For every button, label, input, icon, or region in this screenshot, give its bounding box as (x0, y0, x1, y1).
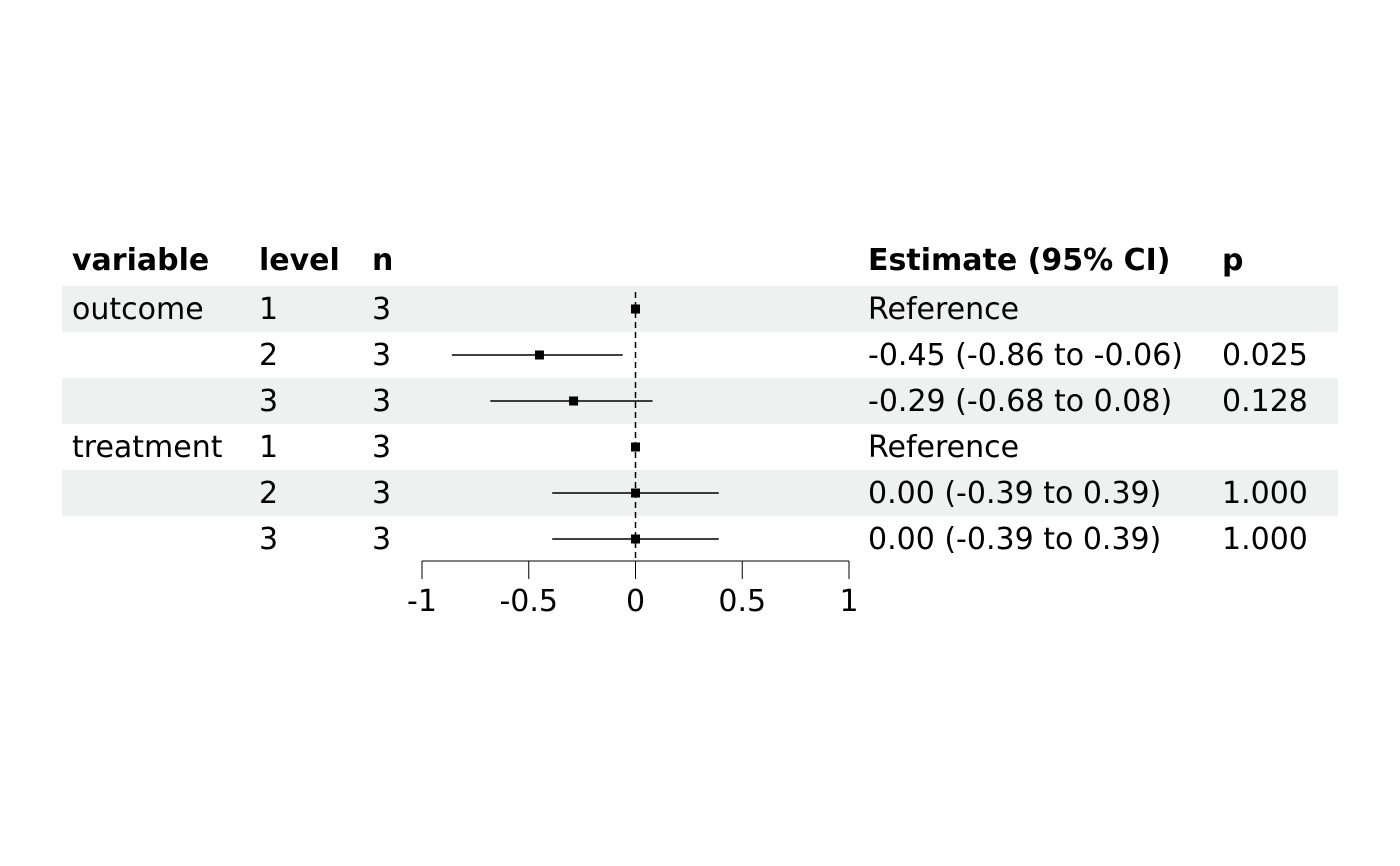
cell-level: 2 (259, 476, 279, 511)
point-marker (631, 304, 640, 314)
x-tick-label: 0 (626, 584, 645, 619)
cell-estimate: Reference (868, 292, 1020, 327)
header-n: n (372, 243, 394, 278)
cell-level: 3 (259, 522, 279, 557)
cell-n: 3 (372, 384, 392, 419)
x-tick-label: 1 (839, 584, 858, 619)
point-marker (631, 442, 640, 452)
cell-p: 0.128 (1222, 384, 1308, 419)
cell-p: 0.025 (1222, 338, 1308, 373)
point-marker (569, 396, 579, 406)
point-marker (534, 350, 544, 360)
point-marker (631, 488, 640, 498)
x-tick-label: -1 (407, 584, 437, 619)
cell-level: 3 (259, 384, 279, 419)
table-row (62, 378, 1338, 424)
cell-level: 1 (259, 430, 279, 465)
cell-p: 1.000 (1222, 476, 1308, 511)
x-tick-label: 0.5 (718, 584, 766, 619)
header-level: level (259, 243, 340, 278)
cell-level: 2 (259, 338, 279, 373)
cell-n: 3 (372, 338, 392, 373)
cell-n: 3 (372, 292, 392, 327)
cell-n: 3 (372, 476, 392, 511)
cell-estimate: 0.00 (-0.39 to 0.39) (868, 476, 1162, 511)
cell-estimate: -0.45 (-0.86 to -0.06) (868, 338, 1183, 373)
header-variable: variable (72, 243, 210, 278)
cell-estimate: Reference (868, 430, 1020, 465)
header-p: p (1222, 243, 1244, 278)
point-marker (631, 534, 640, 544)
cell-level: 1 (259, 292, 279, 327)
x-tick-label: -0.5 (499, 584, 558, 619)
header-estimate: Estimate (95% CI) (868, 243, 1171, 278)
cell-variable: outcome (72, 292, 204, 327)
cell-estimate: -0.29 (-0.68 to 0.08) (868, 384, 1173, 419)
cell-p: 1.000 (1222, 522, 1308, 557)
cell-estimate: 0.00 (-0.39 to 0.39) (868, 522, 1162, 557)
cell-n: 3 (372, 430, 392, 465)
cell-n: 3 (372, 522, 392, 557)
cell-variable: treatment (72, 430, 223, 465)
table-row (62, 286, 1338, 332)
